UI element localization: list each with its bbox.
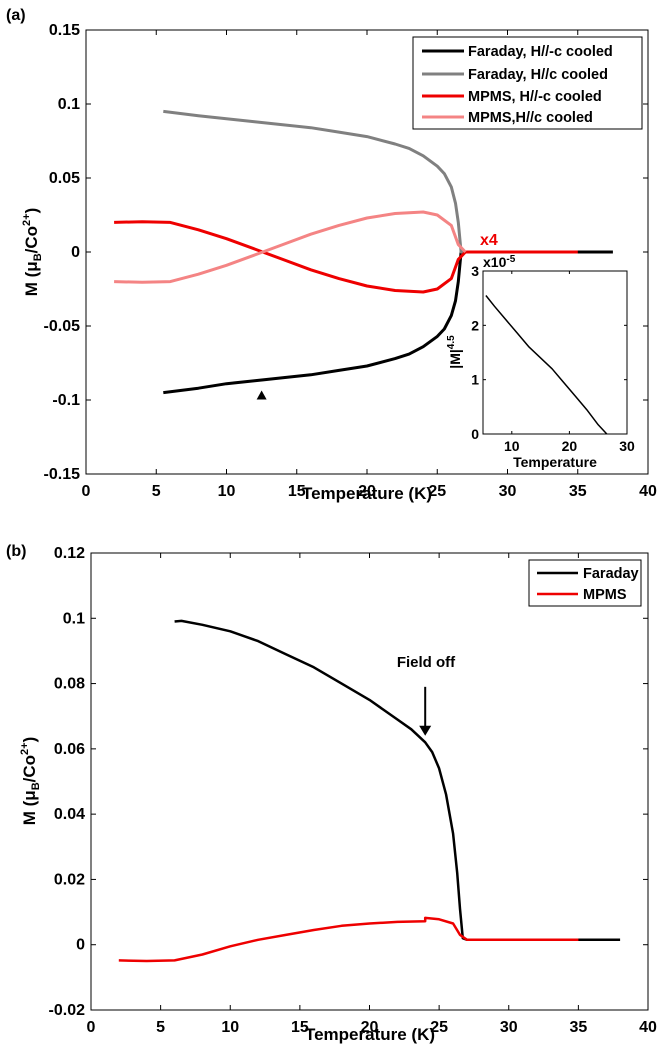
legend-label-faraday-minus-c: Faraday, H//-c cooled — [468, 44, 613, 60]
panel-a-series-line-2 — [114, 220, 578, 294]
panel-a-y-tick-label: 0.05 — [49, 170, 80, 187]
inset-y-tick-label: 3 — [471, 263, 479, 279]
panel-a-x-tick-label: 10 — [218, 483, 236, 500]
panel-a-x-tick-label: 20 — [358, 483, 376, 500]
panel-b-x-axis-label: Temperature (K) — [305, 1025, 435, 1044]
panel-a-x-tick-label: 5 — [152, 483, 161, 500]
panel-b-y-tick-label: -0.02 — [49, 1002, 86, 1019]
panel-a-series — [114, 109, 613, 395]
inset-plot-frame — [482, 270, 628, 435]
panel-a-x-tick-label: 0 — [82, 483, 91, 500]
panel-b-y-tick-label: 0 — [76, 937, 85, 954]
inset-y-tick-label: 0 — [471, 426, 479, 442]
panel-a-series-line-1 — [163, 109, 466, 254]
panel-a-triangle-marker — [256, 390, 267, 400]
panel-a-x-tick-label: 25 — [428, 483, 446, 500]
panel-b-x-tick-label: 10 — [221, 1019, 239, 1036]
panel-b-y-tick-label: 0.02 — [54, 871, 85, 888]
panel-b-y-tick-label: 0.12 — [54, 545, 85, 562]
inset-y-tick-label: 1 — [471, 372, 479, 388]
panel-a-y-axis-label: M (μB/Co2+) — [21, 208, 44, 297]
inset-series-line-0 — [485, 295, 608, 435]
panel-a-y-tick-label: -0.1 — [52, 392, 80, 409]
inset-x-tick-label: 10 — [504, 438, 520, 454]
panel-b-y-axis-label: M (μB/Co2+) — [19, 737, 42, 826]
legend-label-mpms-minus-c: MPMS, H//-c cooled — [468, 89, 602, 105]
panel-a-x4-annotation: x4 — [480, 232, 498, 249]
inset-x-tick-label: 30 — [619, 438, 635, 454]
panel-b-plot-frame — [90, 552, 649, 1011]
legend-label-mpms: MPMS — [583, 587, 627, 603]
panel-b-x-tick-label: 40 — [639, 1019, 657, 1036]
panel-a-label: (a) — [6, 7, 26, 24]
panel-b: (b) 0 5 10 15 20 25 30 35 40 -0.0200.020.040.060… — [6, 543, 657, 1044]
inset-y-tick-label: 2 — [471, 317, 479, 333]
legend-label-faraday: Faraday — [583, 566, 639, 582]
panel-b-x-tick-label: 5 — [156, 1019, 165, 1036]
inset-scale-label: x10-5 — [483, 254, 516, 270]
field-off-arrow-head — [419, 725, 432, 736]
panel-b-x-tick-label: 0 — [87, 1019, 96, 1036]
panel-b-legend: Faraday MPMS — [528, 559, 642, 607]
legend-label-mpms-c: MPMS,H//c cooled — [468, 110, 593, 126]
panel-a-y-tick-label: 0.15 — [49, 22, 80, 39]
panel-b-y-ticks: -0.02 0 0.02 0.04 0.06 0.08 0.1 0.12 — [49, 545, 648, 1019]
panel-b-y-tick-label: 0.08 — [54, 676, 85, 693]
inset-x-tick-label: 20 — [562, 438, 578, 454]
panel-a-inset: 10 20 30 0 1 2 3 x10-5 Temperature |M|4.5 — [446, 254, 635, 470]
inset-x-axis-label: Temperature — [513, 454, 597, 470]
field-off-annotation: Field off — [397, 654, 456, 671]
inset-y-ticks: 0 1 2 3 — [471, 263, 627, 442]
inset-y-axis-label: |M|4.5 — [446, 335, 463, 369]
panel-a-legend: Faraday, H//-c cooled Faraday, H//c cool… — [412, 36, 643, 130]
panel-a-x-tick-label: 30 — [499, 483, 517, 500]
panel-b-x-tick-label: 15 — [291, 1019, 309, 1036]
inset-x-ticks: 10 20 30 — [504, 271, 635, 454]
inset-series — [485, 295, 608, 435]
panel-a-x-tick-label: 35 — [569, 483, 587, 500]
panel-a-series-line-3 — [114, 210, 467, 284]
field-off-arrow — [419, 686, 432, 736]
panel-a-y-tick-label: 0.1 — [58, 96, 80, 113]
panel-b-label: (b) — [6, 543, 26, 560]
panel-a-y-tick-label: -0.15 — [44, 466, 81, 483]
panel-b-legend-box — [528, 559, 642, 607]
panel-b-series-line-1 — [118, 916, 579, 963]
panel-a-x-axis-label: Temperature (K) — [302, 484, 432, 503]
panel-b-x-tick-label: 20 — [361, 1019, 379, 1036]
panel-b-x-tick-label: 35 — [569, 1019, 587, 1036]
panel-b-y-tick-label: 0.06 — [54, 741, 85, 758]
panel-b-x-ticks: 0 5 10 15 20 25 30 35 40 — [87, 553, 657, 1036]
panel-a-x-tick-label: 15 — [288, 483, 306, 500]
panel-a: (a) 0 5 10 15 20 25 30 35 40 -0.15-0.1-0.0500.05… — [6, 7, 657, 503]
panel-b-series — [118, 619, 621, 963]
panel-b-y-tick-label: 0.04 — [54, 806, 85, 823]
legend-label-faraday-c: Faraday, H//c cooled — [468, 67, 608, 83]
panel-b-y-tick-label: 0.1 — [63, 610, 85, 627]
panel-a-y-tick-label: 0 — [71, 244, 80, 261]
panel-a-x-ticks: 0 5 10 15 20 25 30 35 40 — [82, 30, 657, 500]
panel-b-x-tick-label: 25 — [430, 1019, 448, 1036]
panel-a-y-tick-label: -0.05 — [44, 318, 81, 335]
panel-a-y-ticks: -0.15 -0.1 -0.05 0 0.05 0.1 0.15 — [44, 22, 648, 483]
panel-a-x-tick-label: 40 — [639, 483, 657, 500]
panel-b-x-tick-label: 30 — [500, 1019, 518, 1036]
